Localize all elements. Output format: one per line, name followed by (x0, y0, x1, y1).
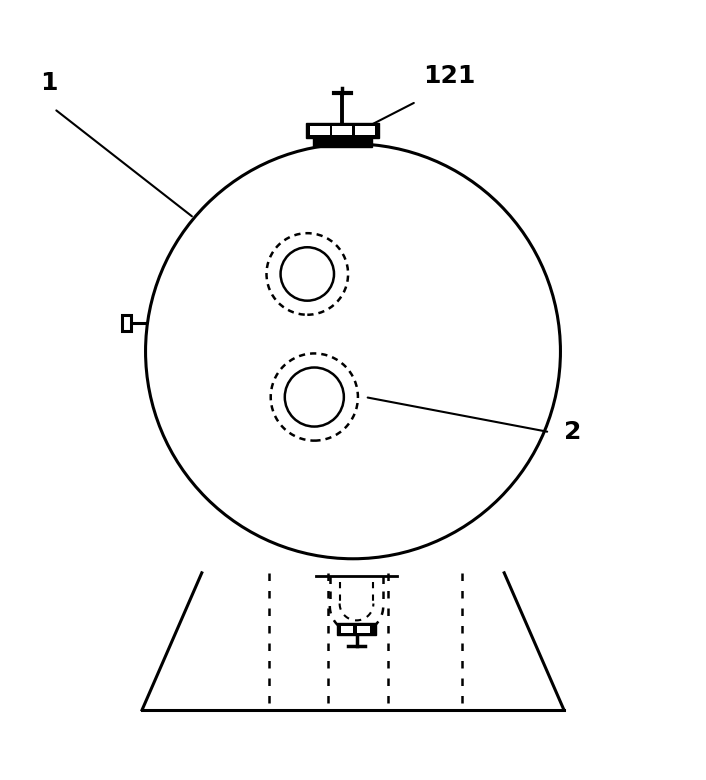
Circle shape (145, 144, 561, 558)
Bar (121, 315, 131, 331)
Text: 121: 121 (424, 64, 476, 87)
Bar (313, 138, 372, 147)
Bar (341, 626, 353, 633)
Bar (306, 122, 379, 138)
Bar (337, 623, 376, 635)
Text: 1: 1 (40, 71, 58, 94)
Circle shape (280, 247, 334, 301)
Circle shape (285, 367, 344, 427)
Bar (310, 126, 330, 136)
Bar (355, 126, 375, 136)
Bar (357, 626, 369, 633)
Text: 2: 2 (564, 420, 581, 444)
Bar (333, 126, 352, 136)
